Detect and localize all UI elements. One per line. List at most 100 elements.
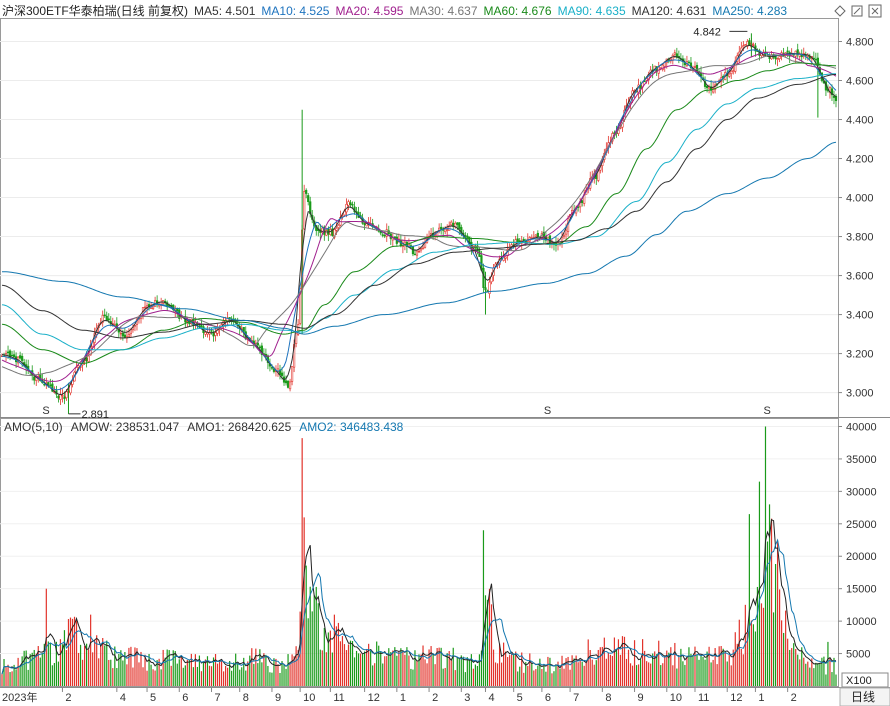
diamond-icon[interactable] — [834, 5, 846, 17]
candle-body — [522, 239, 525, 242]
candle-body — [730, 70, 733, 75]
candle-body — [456, 222, 459, 225]
price-tick-label: 3.600 — [846, 271, 874, 283]
candle-body — [286, 380, 290, 388]
price-tick-label: 3.800 — [846, 232, 874, 244]
candle-body — [107, 318, 110, 321]
time-label: 1 — [758, 692, 764, 704]
candle-body — [47, 382, 50, 385]
candle-body — [768, 57, 771, 59]
time-label: 6 — [182, 692, 188, 704]
candle-body — [256, 342, 259, 346]
candle-body — [186, 320, 189, 323]
candle-body — [12, 354, 16, 358]
time-label: 9 — [275, 692, 281, 704]
period-button[interactable] — [839, 687, 890, 706]
candle-body — [65, 391, 68, 399]
candle-body — [786, 50, 789, 53]
candle-body — [413, 253, 417, 256]
time-label: 12 — [730, 692, 742, 704]
candle-body — [49, 384, 52, 387]
candle-body — [299, 288, 302, 324]
volume-legend-item: AMO1: 268420.625 — [187, 420, 291, 434]
time-label: 2 — [791, 692, 797, 704]
candle-body — [347, 201, 350, 206]
volume-tick-label: 20000 — [846, 551, 877, 563]
candle-body — [349, 202, 352, 205]
price-grid — [0, 41, 838, 394]
candle-body — [127, 334, 131, 338]
volume-tick-label: 35000 — [846, 454, 877, 466]
price-tick-label: 3.000 — [846, 388, 874, 400]
price-panel — [0, 18, 839, 418]
candle-body — [490, 276, 493, 283]
candle-body — [212, 332, 215, 337]
period-button-label: 日线 — [851, 690, 875, 704]
candle-body — [33, 376, 36, 381]
volume-average-lines — [1, 518, 837, 675]
time-axis-bar — [0, 687, 890, 706]
candle-body — [562, 234, 566, 238]
candle-body — [444, 228, 447, 233]
chart-title: 沪深300ETF华泰柏瑞(日线 前复权) — [2, 3, 188, 18]
close-icon[interactable] — [868, 4, 882, 18]
volume-tick-label: 40000 — [846, 421, 877, 433]
ma-legend-item: MA90: 4.635 — [558, 4, 626, 18]
time-label: 6 — [545, 692, 551, 704]
candle-body — [10, 354, 14, 357]
candle-body — [581, 200, 584, 203]
candle-body — [421, 247, 425, 250]
ma-legend-item: MA20: 4.595 — [335, 4, 403, 18]
candle-body — [639, 85, 642, 89]
candle-body — [645, 78, 648, 81]
amo1-line — [1, 518, 836, 675]
candle-body — [87, 355, 90, 362]
candle-body — [351, 204, 354, 206]
volume-tick-label: 15000 — [846, 584, 877, 596]
ma-line-ma90 — [1, 73, 836, 351]
candle-body — [796, 49, 799, 56]
candle-body — [101, 315, 104, 323]
candle-body — [307, 195, 310, 202]
time-label: 5 — [150, 692, 156, 704]
candle-body — [21, 355, 24, 361]
time-label: 2 — [65, 692, 71, 704]
candle-body — [381, 234, 384, 236]
candle-body — [121, 332, 124, 337]
candle-body — [85, 357, 88, 362]
candle-body — [63, 396, 66, 400]
ma-legend-item: MA30: 4.637 — [409, 4, 477, 18]
candle-body — [673, 52, 676, 55]
time-label: 3 — [464, 692, 470, 704]
candle-body — [51, 383, 54, 392]
candle-body — [482, 267, 485, 288]
candle-body — [363, 223, 366, 226]
candle-body — [123, 334, 126, 338]
candle-body — [415, 250, 419, 256]
candle-body — [204, 332, 207, 335]
time-label: 7 — [573, 692, 579, 704]
ma-line-ma250 — [2, 141, 837, 335]
expand-icon[interactable] — [851, 5, 863, 17]
candle-body — [536, 232, 539, 238]
candle-body — [460, 227, 463, 234]
ma-legend-item: MA10: 4.525 — [261, 4, 329, 18]
ma-legend: 沪深300ETF华泰柏瑞(日线 前复权) MA5: 4.501 MA10: 4.52… — [2, 3, 787, 18]
amo2-line — [1, 538, 837, 675]
candle-body — [516, 238, 519, 243]
candle-body — [705, 85, 709, 89]
candle-body — [321, 227, 324, 234]
candle-body — [61, 394, 64, 397]
time-label: 4 — [120, 692, 126, 704]
candle-body — [534, 234, 537, 237]
candle-body — [270, 367, 274, 369]
candle-body — [284, 380, 288, 384]
candle-body — [288, 381, 292, 390]
price-tick-label: 4.800 — [846, 37, 874, 49]
candle-body — [335, 227, 338, 231]
candle-body — [478, 250, 481, 257]
time-label: 8 — [243, 692, 249, 704]
ma-line-ma60 — [1, 62, 836, 364]
high-label: 4.842 — [693, 26, 721, 38]
candle-body — [290, 366, 294, 382]
